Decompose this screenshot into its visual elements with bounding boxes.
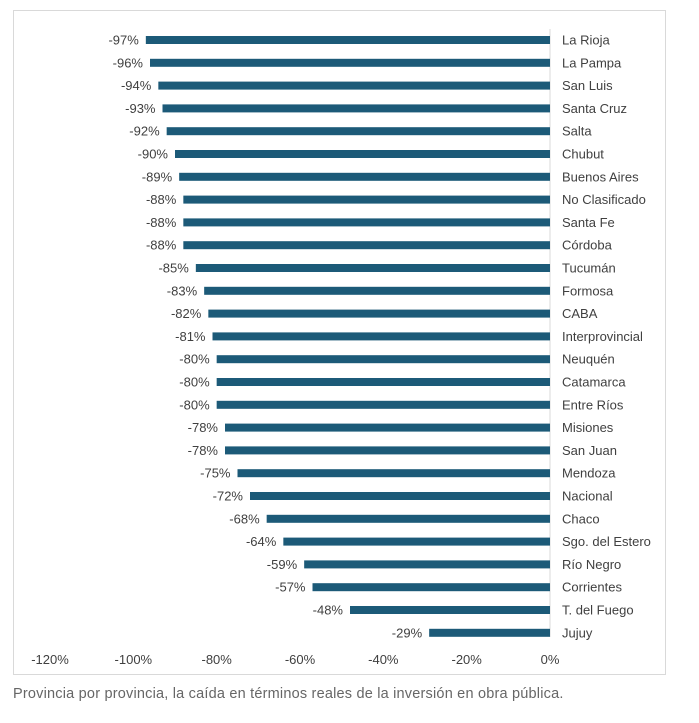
category-label: Chaco (562, 511, 600, 526)
category-label: Río Negro (562, 557, 621, 572)
bar (162, 104, 550, 113)
category-label: No Clasificado (562, 192, 646, 207)
bar (283, 537, 550, 546)
bar (145, 36, 551, 44)
bar-value-label: -59% (267, 557, 298, 572)
bar (216, 378, 550, 386)
bar-value-label: -88% (146, 215, 177, 230)
bar (195, 264, 551, 272)
bar-chart: -97% La Rioja -96% La Pampa -94% San Luis -93%… (31, 29, 651, 667)
bar (150, 58, 550, 67)
bar (312, 583, 550, 592)
x-tick-label: -40% (368, 652, 399, 667)
category-label: La Rioja (562, 33, 610, 48)
bar (350, 606, 550, 614)
category-label: San Luis (562, 78, 613, 93)
bar-value-label: -93% (125, 101, 156, 116)
bar (266, 514, 550, 523)
bar (225, 423, 550, 432)
category-label: Tucumán (562, 261, 616, 276)
bar (225, 446, 550, 455)
bar (204, 286, 550, 295)
x-tick-label: -120% (31, 652, 69, 667)
bar (212, 332, 550, 341)
category-label: CABA (562, 306, 598, 321)
category-label: Santa Cruz (562, 101, 627, 116)
bar-value-label: -97% (108, 33, 139, 48)
bar-value-label: -80% (179, 352, 210, 367)
bar (237, 469, 550, 478)
bar (183, 241, 551, 250)
bar-value-label: -29% (392, 625, 423, 640)
bar (429, 628, 550, 637)
bar-value-label: -85% (158, 261, 189, 276)
bar-value-label: -64% (246, 534, 277, 549)
bar-value-label: -78% (188, 420, 219, 435)
category-label: Entre Ríos (562, 397, 624, 412)
category-label: Interprovincial (562, 329, 643, 344)
category-label: Buenos Aires (562, 169, 639, 184)
chart-frame: -97% La Rioja -96% La Pampa -94% San Luis -93%… (13, 10, 666, 675)
category-label: Misiones (562, 420, 614, 435)
bar-value-label: -83% (167, 283, 198, 298)
category-label: Sgo. del Estero (562, 534, 651, 549)
bar (179, 172, 550, 181)
category-label: Catamarca (562, 375, 626, 390)
category-label: Santa Fe (562, 215, 615, 230)
bar-value-label: -68% (229, 511, 260, 526)
category-label: Corrientes (562, 580, 622, 595)
bar-value-label: -96% (113, 55, 144, 70)
bar-value-label: -89% (142, 169, 173, 184)
category-label: Chubut (562, 147, 604, 162)
category-label: Mendoza (562, 466, 616, 481)
chart-caption: Provincia por provincia, la caída en tér… (13, 686, 564, 702)
bar-value-label: -48% (313, 603, 344, 618)
bar (208, 309, 551, 318)
category-label: Córdoba (562, 238, 613, 253)
bar-value-label: -92% (129, 124, 160, 139)
category-label: La Pampa (562, 55, 622, 70)
bar-value-label: -82% (171, 306, 202, 321)
bar (175, 150, 550, 158)
x-tick-label: -20% (451, 652, 482, 667)
category-label: Neuquén (562, 352, 615, 367)
bar-value-label: -81% (175, 329, 206, 344)
bar-value-label: -80% (179, 375, 210, 390)
bar-value-label: -78% (188, 443, 219, 458)
bar-value-label: -57% (275, 580, 306, 595)
bar (166, 127, 550, 136)
category-label: Formosa (562, 283, 614, 298)
category-label: T. del Fuego (562, 603, 634, 618)
bar-value-label: -72% (213, 489, 244, 504)
bar-value-label: -80% (179, 397, 210, 412)
category-label: San Juan (562, 443, 617, 458)
bar (304, 560, 550, 569)
bar-value-label: -88% (146, 238, 177, 253)
bar (158, 81, 551, 90)
bar (183, 195, 551, 204)
category-label: Nacional (562, 489, 613, 504)
bar (216, 355, 550, 364)
category-label: Jujuy (562, 625, 593, 640)
x-tick-label: -100% (115, 652, 153, 667)
bar (250, 492, 550, 500)
bar (216, 400, 550, 409)
bar (183, 218, 551, 227)
bar-value-label: -88% (146, 192, 177, 207)
bar-value-label: -94% (121, 78, 152, 93)
x-tick-label: -80% (201, 652, 232, 667)
x-tick-label: -60% (285, 652, 316, 667)
bar-value-label: -90% (138, 147, 169, 162)
x-tick-label: 0% (541, 652, 560, 667)
category-label: Salta (562, 124, 592, 139)
bar-value-label: -75% (200, 466, 231, 481)
